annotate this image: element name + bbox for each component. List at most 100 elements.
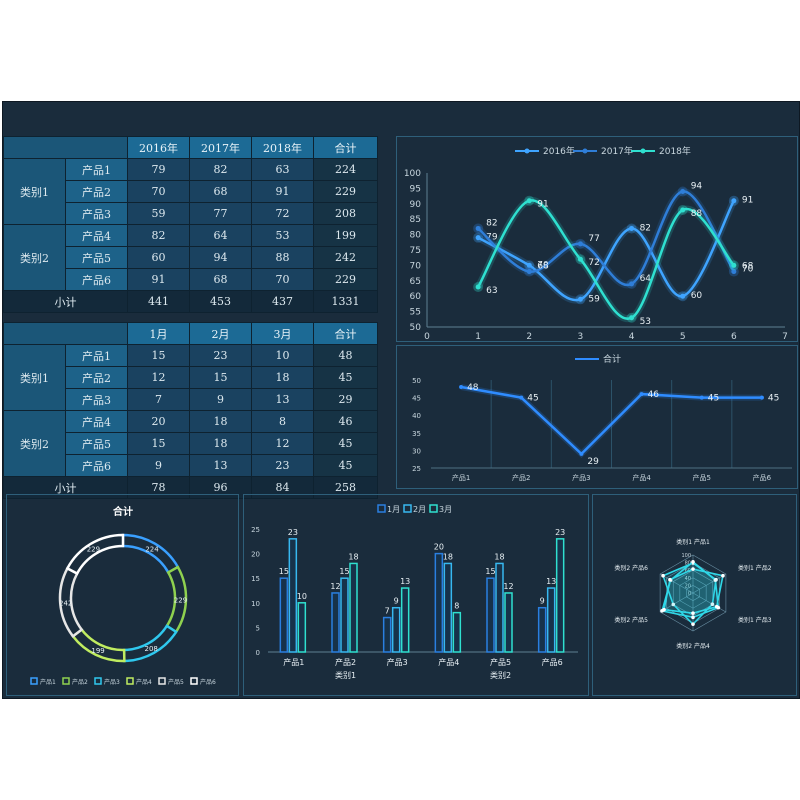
data-label: 64 [640, 274, 652, 284]
bar [443, 562, 453, 653]
x-tick-label: 4 [629, 332, 635, 341]
table-row: 产品5 15 18 12 45 [4, 432, 378, 455]
value-cell: 9 [127, 454, 190, 477]
x-tick-label: 产品1 [283, 657, 304, 667]
data-point [629, 225, 635, 231]
category-cell: 类别1 [3, 158, 66, 225]
value-cell: 15 [127, 344, 190, 367]
data-point [577, 296, 583, 302]
y-tick-label: 70 [410, 261, 422, 271]
y-tick-label: 75 [410, 246, 421, 256]
value-cell: 68 [189, 180, 252, 203]
table-total-row: 小计 441 453 437 1331 [3, 290, 378, 313]
radar-chart: 类别1 产品1 类别1 产品2 类别1 产品3 类别2 产品4 类别2 产品5 类别2 产… [614, 538, 771, 650]
x-tick-label: 2 [526, 332, 532, 341]
radar-point [662, 607, 666, 612]
value-cell: 18 [189, 410, 252, 433]
y-tick-label: 40 [412, 412, 421, 420]
data-label: 70 [742, 264, 754, 274]
row-total-cell: 45 [313, 454, 378, 477]
bar [452, 611, 462, 653]
bar-label: 13 [546, 577, 556, 586]
radar-point [691, 560, 695, 564]
data-label: 29 [587, 457, 599, 467]
bar [555, 538, 565, 653]
value-cell: 79 [127, 158, 190, 181]
legend-swatch [94, 677, 102, 685]
value-cell: 15 [189, 366, 252, 389]
bar [400, 587, 410, 653]
bar-label: 9 [394, 597, 399, 606]
data-label: 79 [486, 233, 498, 243]
dashboard: 2016年 2017年 2018年 合计 类别1 产品1 79 82 63 22… [2, 101, 800, 699]
bar-label: 18 [443, 552, 453, 561]
product-cell: 产品1 [65, 158, 128, 181]
data-point [459, 385, 464, 390]
y-tick-label: 25 [251, 526, 260, 534]
bar-label: 15 [339, 567, 349, 576]
product-cell: 产品6 [65, 268, 128, 291]
slice-label: 224 [145, 545, 159, 553]
data-point [475, 225, 481, 231]
data-point [579, 451, 584, 456]
monthly-table: 1月 2月 3月 合计 类别1 产品1 15 23 10 48 产品2 12 1… [3, 322, 378, 499]
data-label: 72 [588, 258, 599, 268]
bar [382, 616, 392, 653]
radar-axis-label: 类别2 产品6 [614, 564, 648, 572]
total-cell: 96 [189, 476, 252, 499]
radar-tick-label: 40 [685, 576, 691, 582]
x-tick-label: 6 [731, 332, 737, 341]
row-total-cell: 229 [313, 180, 378, 203]
table-row: 产品5 60 94 88 242 [4, 246, 378, 269]
data-label: 88 [691, 209, 703, 219]
value-cell: 20 [127, 410, 190, 433]
radar-point [691, 611, 695, 615]
radar-point [710, 602, 715, 607]
data-point [577, 241, 583, 247]
table-row: 产品3 7 9 13 29 [4, 388, 378, 411]
slice-label: 229 [87, 546, 100, 554]
bar-label: 10 [297, 592, 307, 601]
data-point [519, 395, 524, 400]
table-panel-monthly: 1月 2月 3月 合计 类别1 产品1 15 23 10 48 产品2 12 1… [3, 322, 378, 499]
row-total-cell: 46 [313, 410, 378, 433]
legend-label: 2016年 [543, 145, 575, 157]
data-label: 70 [537, 260, 549, 270]
legend-swatch [62, 677, 70, 685]
bar [288, 538, 298, 653]
value-cell: 77 [189, 202, 252, 225]
bar-label: 15 [279, 567, 289, 576]
bar-label: 15 [485, 567, 495, 576]
legend-label: 合计 [603, 353, 621, 365]
bar [504, 592, 513, 653]
total-cell: 258 [313, 476, 378, 499]
legend-label: 1月 [387, 505, 400, 514]
row-total-cell: 199 [313, 224, 378, 247]
bar [349, 562, 358, 653]
x-tick-label: 产品2 [512, 473, 530, 482]
total-line-chart: 25 30 35 40 45 50 产品1 产品2 产品3 产品4 产品5 产品6 合计 48 45 29 46… [412, 353, 792, 482]
row-total-cell: 229 [313, 268, 378, 291]
header-cell: 2016年 [127, 136, 190, 159]
legend-marker [640, 148, 646, 154]
data-label: 68 [742, 262, 754, 272]
radar-spoke [659, 573, 694, 594]
y-tick-label: 20 [251, 551, 260, 559]
header-blank [3, 322, 128, 345]
x-tick-label: 产品1 [452, 473, 470, 482]
legend-label: 3月 [439, 505, 452, 514]
radar-point [721, 573, 725, 578]
legend-swatch [30, 677, 38, 685]
row-total-cell: 208 [313, 202, 378, 225]
data-label: 82 [640, 223, 651, 233]
header-cell: 2017年 [189, 136, 252, 159]
table-panel-yearly: 2016年 2017年 2018年 合计 类别1 产品1 79 82 63 22… [3, 136, 378, 313]
data-point [629, 281, 635, 287]
y-tick-label: 60 [410, 292, 422, 302]
product-cell: 产品5 [65, 246, 128, 269]
bar-label: 12 [330, 582, 340, 591]
bar [340, 577, 349, 653]
table-total-row: 小计 78 96 84 258 [3, 476, 378, 499]
radar-point [691, 567, 695, 571]
value-cell: 59 [127, 202, 190, 225]
